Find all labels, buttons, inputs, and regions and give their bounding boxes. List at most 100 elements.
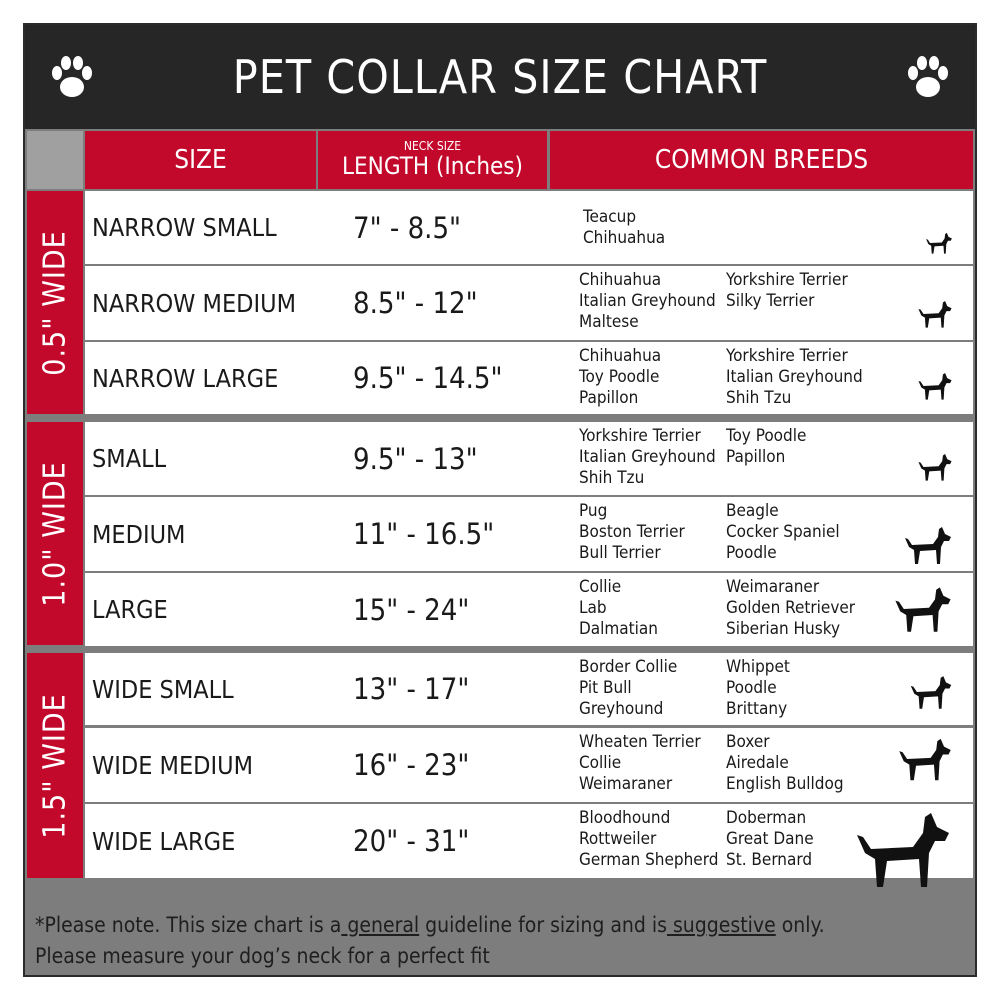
size-cell: NARROW LARGE	[85, 342, 316, 414]
breed: Bull Terrier	[579, 543, 661, 563]
table-row: WIDE MEDIUM 16" - 23" Wheaten Terrier Col…	[85, 728, 973, 802]
size-cell: WIDE MEDIUM	[85, 728, 316, 802]
dog-silhouette-icon	[918, 454, 952, 481]
breed: Border Collie	[579, 657, 678, 677]
length-cell: 15" - 24"	[318, 573, 547, 646]
breed: Italian Greyhound	[726, 367, 863, 387]
breed: Collie	[579, 753, 622, 773]
breed: Papillon	[726, 447, 786, 467]
dog-silhouette-icon	[910, 676, 952, 709]
breed: Great Dane	[726, 829, 814, 849]
size-cell: WIDE SMALL	[85, 653, 316, 725]
breed: Chihuahua	[583, 228, 666, 248]
length-cell: 11" - 16.5"	[318, 497, 547, 571]
breed: Shih Tzu	[726, 388, 792, 408]
breed: Weimaraner	[726, 577, 820, 597]
breeds-cell: Chihuahua Italian Greyhound Maltese Yorkshi…	[550, 266, 973, 340]
breeds-cell: Wheaten Terrier Collie Weimaraner Boxer Aire…	[550, 728, 973, 802]
dog-silhouette-icon	[926, 232, 952, 254]
table-row: NARROW SMALL 7" - 8.5" Teacup Chihuahua	[85, 191, 973, 264]
breed: Pug	[579, 501, 608, 521]
length-cell: 20" - 31"	[318, 804, 547, 878]
table-row: WIDE SMALL 13" - 17" Border Collie Pit Bu…	[85, 653, 973, 725]
breed: Italian Greyhound	[579, 291, 716, 311]
header-breeds: COMMON BREEDS	[550, 131, 973, 189]
dog-silhouette-icon	[899, 738, 951, 781]
breed: Wheaten Terrier	[579, 732, 701, 752]
breed: Siberian Husky	[726, 619, 841, 639]
breed: Dalmatian	[579, 619, 658, 639]
header-neck-size: NECK SIZE	[403, 139, 462, 153]
breed: Maltese	[579, 312, 639, 332]
breed: Yorkshire Terrier	[579, 426, 701, 446]
breeds-cell: Pug Boston Terrier Bull Terrier Beagle Cocke…	[550, 497, 973, 571]
breed: Whippet	[726, 657, 790, 677]
breed: Golden Retriever	[726, 598, 856, 618]
breed: Papillon	[579, 388, 639, 408]
breed: German Shepherd	[579, 850, 719, 870]
breed: Cocker Spaniel	[726, 522, 840, 542]
breed: Boston Terrier	[579, 522, 685, 542]
breed: Silky Terrier	[726, 291, 815, 311]
breed: Greyhound	[579, 699, 664, 719]
table-row: WIDE LARGE 20" - 31" Bloodhound Rottweile…	[85, 804, 973, 887]
breeds-cell: Bloodhound Rottweiler German Shepherd Dober…	[550, 804, 973, 887]
header-length-label: LENGTH (Inches)	[342, 152, 523, 180]
size-cell: WIDE LARGE	[85, 804, 316, 878]
header-length: NECK SIZE LENGTH (Inches)	[318, 131, 547, 189]
dog-silhouette-icon	[918, 373, 952, 400]
breed: Weimaraner	[579, 774, 673, 794]
group-label: 0.5" WIDE	[27, 191, 83, 414]
table-row: NARROW MEDIUM 8.5" - 12" Chihuahua Italia…	[85, 266, 973, 340]
breed: Poodle	[726, 543, 777, 563]
breed: Poodle	[726, 678, 777, 698]
breeds-cell: Collie Lab Dalmatian Weimaraner Golden Retri…	[550, 573, 973, 646]
table-row: SMALL 9.5" - 13" Yorkshire Terrier Italia…	[85, 422, 973, 495]
size-cell: NARROW SMALL	[85, 191, 316, 264]
size-cell: LARGE	[85, 573, 316, 646]
breeds-cell: Teacup Chihuahua	[550, 191, 973, 264]
size-chart: PET COLLAR SIZE CHART SIZE NECK SIZE LEN…	[23, 23, 977, 977]
footer-note: *Please note. This size chart is a gener…	[35, 913, 825, 968]
table-row: NARROW LARGE 9.5" - 14.5" Chihuahua Toy P…	[85, 342, 973, 414]
breeds-cell: Yorkshire Terrier Italian Greyhound Shih T…	[550, 422, 973, 495]
length-cell: 7" - 8.5"	[318, 191, 547, 264]
breed: Italian Greyhound	[579, 447, 716, 467]
dog-silhouette-icon	[857, 813, 949, 887]
length-cell: 9.5" - 13"	[318, 422, 547, 495]
breed: Airedale	[726, 753, 789, 773]
group-label: 1.0" WIDE	[27, 422, 83, 645]
length-cell: 16" - 23"	[318, 728, 547, 802]
header-size: SIZE	[85, 131, 316, 189]
table-row: MEDIUM 11" - 16.5" Pug Boston Terrier Bull…	[85, 497, 973, 571]
breed: English Bulldog	[726, 774, 844, 794]
breeds-cell: Chihuahua Toy Poodle Papillon Yorkshire Ter…	[550, 342, 973, 414]
breed: Chihuahua	[579, 270, 662, 290]
size-cell: MEDIUM	[85, 497, 316, 571]
breed: Chihuahua	[579, 346, 662, 366]
paw-icon	[908, 56, 948, 97]
breed: Beagle	[726, 501, 779, 521]
breed: St. Bernard	[726, 850, 813, 870]
breed: Rottweiler	[579, 829, 657, 849]
dog-silhouette-icon	[895, 587, 951, 632]
breed: Lab	[579, 598, 607, 618]
breed: Collie	[579, 577, 622, 597]
breed: Bloodhound	[579, 808, 671, 828]
breed: Boxer	[726, 732, 770, 752]
length-cell: 8.5" - 12"	[318, 266, 547, 340]
length-cell: 9.5" - 14.5"	[318, 342, 547, 414]
breed: Yorkshire Terrier	[726, 270, 848, 290]
breed: Toy Poodle	[579, 367, 660, 387]
group-label: 1.5" WIDE	[27, 653, 83, 878]
size-cell: SMALL	[85, 422, 316, 495]
dog-silhouette-icon	[905, 527, 951, 564]
breeds-cell: Border Collie Pit Bull Greyhound Whippet Poo…	[550, 653, 973, 725]
breed: Toy Poodle	[726, 426, 807, 446]
size-cell: NARROW MEDIUM	[85, 266, 316, 340]
header-corner	[27, 131, 83, 189]
length-cell: 13" - 17"	[318, 653, 547, 725]
page-title: PET COLLAR SIZE CHART	[25, 25, 975, 129]
breed: Pit Bull	[579, 678, 632, 698]
breed: Teacup	[583, 207, 637, 227]
